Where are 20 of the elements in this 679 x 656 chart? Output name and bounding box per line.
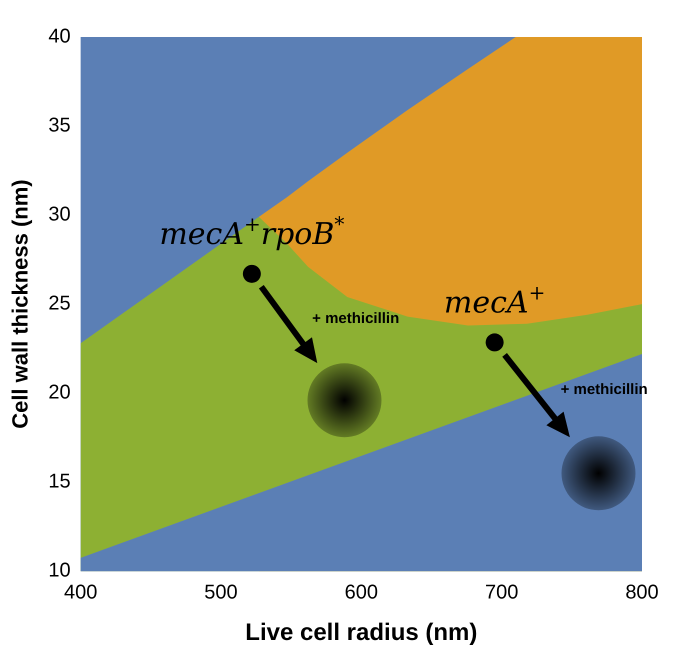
point	[561, 436, 636, 510]
point	[486, 333, 504, 352]
x-tick-label: 600	[344, 582, 378, 604]
x-axis-title: Live cell radius (nm)	[245, 619, 478, 646]
y-tick-label: 40	[48, 26, 71, 48]
annotation: mecA+	[444, 280, 546, 320]
x-tick-label: 700	[484, 582, 518, 604]
y-tick-label: 25	[48, 292, 71, 315]
y-tick-label: 35	[48, 114, 71, 137]
x-tick-label: 500	[204, 582, 238, 604]
x-tick-label: 400	[64, 582, 98, 604]
y-tick-label: 20	[48, 382, 71, 404]
y-tick-label: 10	[48, 560, 71, 582]
point	[307, 363, 382, 438]
y-tick-label: 15	[48, 470, 71, 493]
point	[242, 264, 261, 283]
annotation: + methicillin	[312, 310, 400, 328]
x-tick-label: 800	[625, 582, 659, 604]
y-axis-title: Cell wall thickness (nm)	[7, 179, 32, 429]
y-tick-label: 30	[48, 204, 71, 226]
